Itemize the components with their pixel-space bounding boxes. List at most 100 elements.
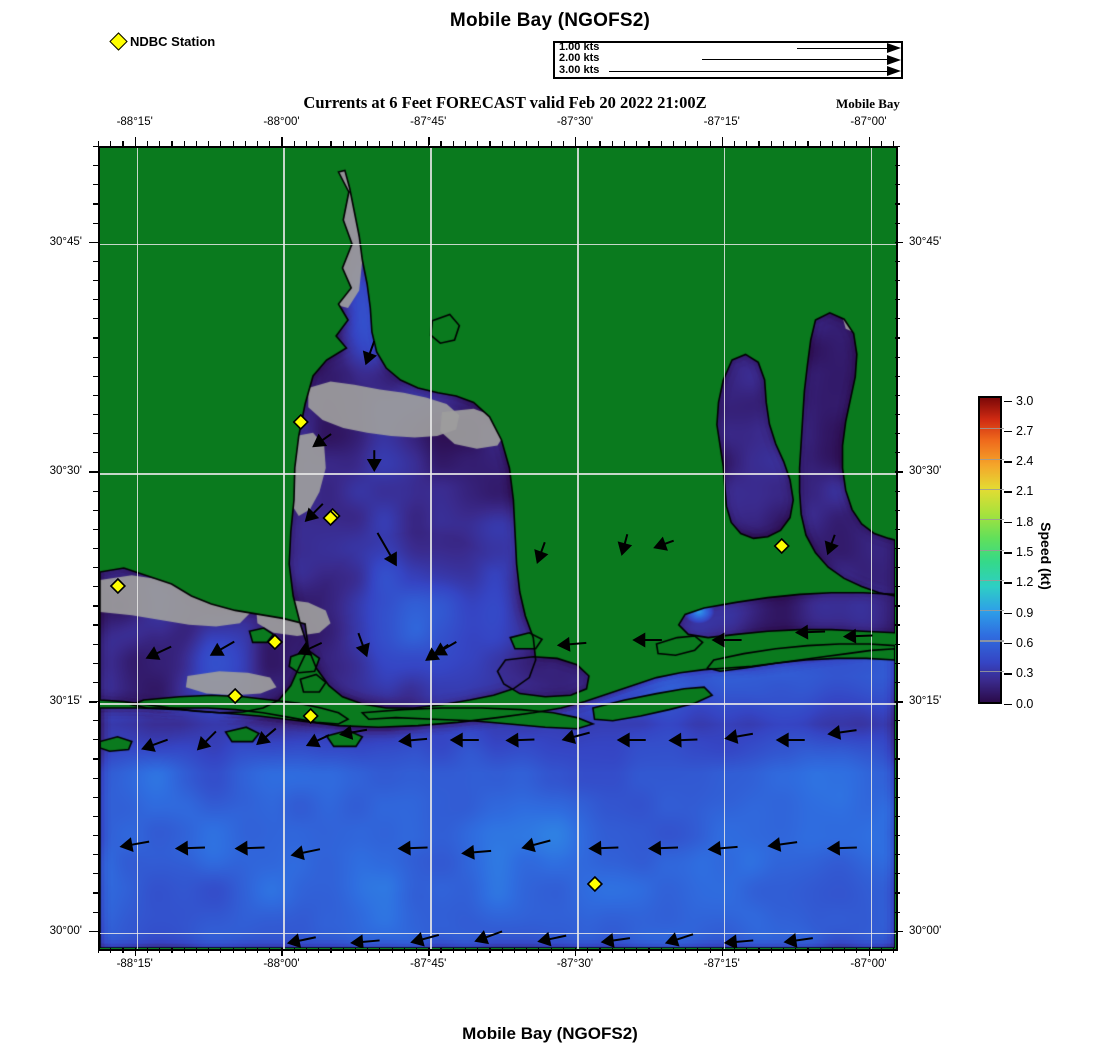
colorbar-gridline (980, 519, 1004, 521)
current-vector-arrow (312, 433, 332, 448)
arrowhead-icon (397, 840, 411, 856)
axis-tick-minor (305, 141, 308, 146)
graticule-parallel (100, 243, 896, 246)
axis-tick-minor (440, 141, 442, 146)
current-vector-arrow (561, 729, 590, 745)
ndbc-station-marker-icon[interactable] (586, 875, 604, 893)
graticule-meridian (430, 148, 432, 949)
axis-tick-minor (93, 567, 98, 569)
vector-scale-arrowhead-icon (887, 43, 901, 54)
arrowhead-icon (537, 931, 552, 947)
colorbar-gridline (980, 610, 1004, 612)
axis-tick-minor (672, 948, 675, 953)
arrowhead-icon (767, 837, 782, 852)
axis-tick-minor (220, 948, 222, 953)
axis-tick-minor (868, 948, 870, 953)
colorbar-tick (1004, 521, 1012, 524)
colorbar-tick (1004, 673, 1012, 675)
current-vector-arrow (824, 534, 839, 556)
colorbar-tick-label: 0.9 (1016, 605, 1034, 620)
axis-tick-minor (318, 141, 320, 146)
axis-tick-minor (895, 586, 900, 588)
axis-tick-minor (819, 948, 821, 953)
ndbc-station-legend-label: NDBC Station (130, 34, 216, 49)
axis-tick-minor (895, 356, 900, 358)
ndbc-station-marker-icon[interactable] (773, 537, 790, 555)
colorbar-gridline (980, 640, 1004, 642)
axis-tick-minor (895, 279, 900, 282)
current-vector-arrow (827, 725, 857, 740)
axis-tick-minor (93, 165, 98, 167)
axis-tick-minor (782, 141, 785, 146)
axis-tick-minor (93, 758, 98, 760)
axis-tick-minor (403, 948, 405, 953)
axis-tick-minor (660, 948, 662, 953)
axis-tick-minor (134, 141, 136, 146)
axis-tick-minor (93, 892, 98, 894)
axis-tick-minor (770, 141, 772, 146)
axis-tick-minor (672, 141, 675, 146)
current-vector-arrow (711, 632, 742, 648)
axis-tick-minor (93, 318, 98, 320)
current-vector-arrow (653, 536, 675, 551)
axis-tick-minor (895, 433, 900, 435)
axis-tick-minor (428, 141, 430, 146)
map-plot-area[interactable] (98, 146, 898, 951)
axis-tick-minor (895, 452, 900, 454)
colorbar-tick-label: 2.4 (1016, 454, 1034, 469)
colorbar-tick-label: 2.1 (1016, 484, 1034, 499)
lon-axis-label: -87°00' (850, 958, 887, 970)
axis-tick-minor (611, 948, 613, 953)
axis-tick-minor (281, 948, 283, 953)
axis-tick-minor (379, 141, 381, 146)
ndbc-station-marker-icon[interactable] (266, 633, 284, 651)
ndbc-station-marker-icon[interactable] (227, 687, 244, 705)
axis-tick-minor (895, 567, 900, 569)
lon-axis-label: -87°15' (703, 116, 740, 128)
axis-tick-minor (636, 948, 638, 953)
axis-tick-minor (721, 948, 723, 953)
axis-tick-minor (93, 146, 98, 148)
current-vector-arrow (775, 732, 805, 748)
page-footer-title: Mobile Bay (NGOFS2) (462, 1024, 638, 1043)
arrowhead-icon (775, 732, 789, 748)
axis-tick-minor (895, 834, 900, 837)
axis-tick-minor (623, 948, 626, 953)
ndbc-station-marker-icon[interactable] (322, 509, 339, 527)
axis-tick-minor (93, 662, 98, 664)
axis-tick-minor (895, 146, 900, 148)
axis-tick-minor (709, 948, 711, 953)
axis-tick-minor (721, 141, 723, 146)
axis-tick-minor (892, 948, 895, 953)
arrowhead-icon (842, 628, 857, 644)
arrowhead-icon (256, 730, 271, 746)
colorbar-gridline (980, 458, 1004, 460)
current-vector-arrow (647, 840, 679, 856)
colorbar-gridline (980, 579, 1004, 581)
axis-tick-minor (895, 471, 900, 473)
arrowhead-icon (432, 642, 448, 656)
ndbc-station-marker-icon[interactable] (302, 707, 319, 725)
axis-tick-minor (256, 948, 259, 953)
axis-tick-minor (232, 141, 234, 146)
graticule-parallel (100, 473, 896, 475)
vector-scale-row: 3.00 kts (555, 64, 901, 77)
colorbar-tick-label: 1.2 (1016, 575, 1034, 590)
axis-tick-minor (697, 141, 699, 146)
ndbc-station-markers[interactable] (100, 148, 895, 948)
ndbc-station-marker-icon[interactable] (109, 577, 127, 595)
axis-tick-minor (391, 948, 393, 953)
current-vector-arrow (355, 632, 370, 658)
current-vector-arrow (410, 932, 440, 947)
axis-tick-minor (526, 948, 528, 953)
arrowhead-icon (141, 737, 156, 752)
current-vector-arrow (632, 632, 662, 648)
arrowhead-icon (119, 837, 134, 853)
axis-tick-minor (895, 815, 900, 818)
arrowhead-icon (600, 933, 615, 948)
colorbar-tick (1004, 582, 1012, 584)
arrowhead-icon (664, 932, 680, 947)
vector-scale-label: 2.00 kts (559, 52, 600, 65)
axis-tick-minor (831, 141, 833, 146)
ndbc-station-marker-icon[interactable] (292, 413, 309, 431)
